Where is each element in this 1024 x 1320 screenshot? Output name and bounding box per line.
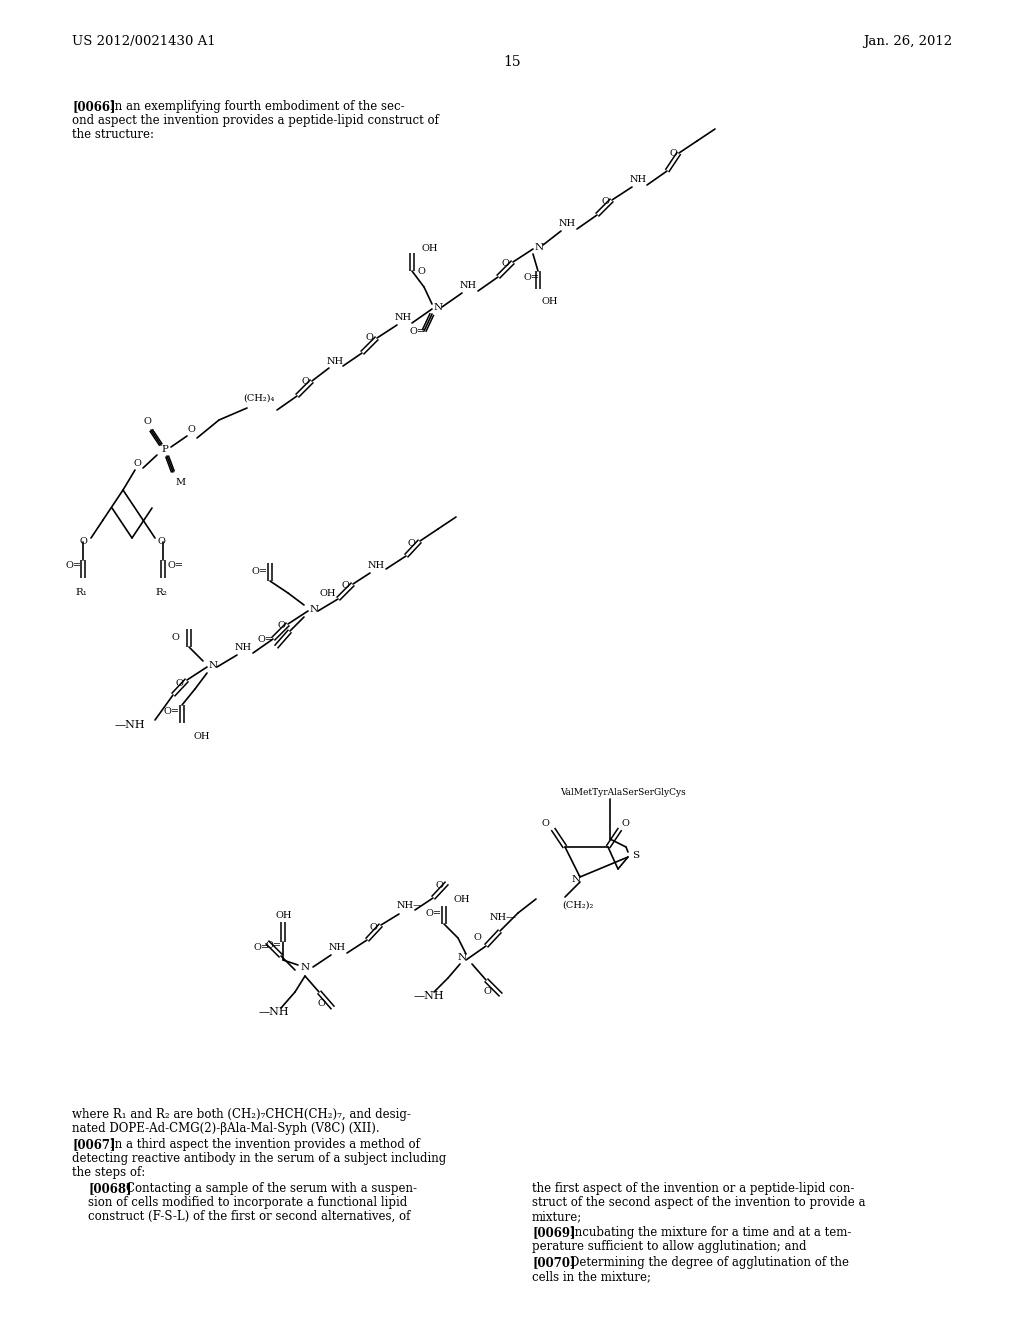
Text: struct of the second aspect of the invention to provide a: struct of the second aspect of the inven… (532, 1196, 865, 1209)
Text: NH—: NH— (397, 902, 424, 911)
Text: In an exemplifying fourth embodiment of the sec-: In an exemplifying fourth embodiment of … (110, 100, 404, 114)
Text: N: N (434, 302, 443, 312)
Text: OH: OH (541, 297, 557, 306)
Text: NH: NH (327, 356, 344, 366)
Text: O: O (133, 459, 141, 469)
Text: O: O (541, 818, 549, 828)
Text: O: O (187, 425, 195, 434)
Text: N: N (535, 243, 544, 252)
Text: O: O (317, 999, 325, 1008)
Text: [0068]: [0068] (88, 1181, 131, 1195)
Text: [0067]: [0067] (72, 1138, 116, 1151)
Text: OH: OH (422, 244, 438, 253)
Text: OH: OH (454, 895, 470, 904)
Text: M: M (175, 478, 185, 487)
Text: N: N (301, 964, 310, 973)
Text: NH: NH (395, 314, 412, 322)
Text: ValMetTyrAlaSerSerGlyCys: ValMetTyrAlaSerSerGlyCys (560, 788, 686, 797)
Text: the structure:: the structure: (72, 128, 154, 141)
Text: O=: O= (258, 635, 274, 644)
Text: O: O (175, 680, 183, 689)
Text: O: O (366, 334, 374, 342)
Text: NH: NH (234, 644, 252, 652)
Text: In a third aspect the invention provides a method of: In a third aspect the invention provides… (110, 1138, 420, 1151)
Text: O=: O= (65, 561, 81, 570)
Text: O: O (622, 818, 630, 828)
Text: P: P (162, 446, 168, 454)
Text: O: O (278, 620, 285, 630)
Text: NH: NH (460, 281, 477, 290)
Text: O: O (435, 880, 442, 890)
Text: NH—: NH— (489, 913, 516, 923)
Text: OH: OH (193, 733, 210, 741)
Text: O: O (369, 923, 377, 932)
Text: O=: O= (410, 326, 426, 335)
Text: (CH₂)₂: (CH₂)₂ (562, 902, 593, 909)
Text: NH: NH (630, 176, 647, 185)
Text: O: O (143, 417, 151, 426)
Text: [0070]: [0070] (532, 1257, 575, 1269)
Text: O=: O= (523, 272, 539, 281)
Text: R₁: R₁ (75, 587, 87, 597)
Text: O: O (601, 197, 609, 206)
Text: O: O (484, 987, 492, 997)
Text: O=: O= (253, 944, 269, 953)
Text: US 2012/0021430 A1: US 2012/0021430 A1 (72, 36, 216, 49)
Text: —NH: —NH (115, 719, 145, 730)
Text: mixture;: mixture; (532, 1210, 583, 1224)
Text: Incubating the mixture for a time and at a tem-: Incubating the mixture for a time and at… (570, 1226, 851, 1239)
Text: O: O (301, 376, 309, 385)
Text: sion of cells modified to incorporate a functional lipid: sion of cells modified to incorporate a … (88, 1196, 408, 1209)
Text: where R₁ and R₂ are both (CH₂)₇CHCH(CH₂)₇, and desig-: where R₁ and R₂ are both (CH₂)₇CHCH(CH₂)… (72, 1107, 411, 1121)
Text: [0069]: [0069] (532, 1226, 575, 1239)
Text: OH: OH (275, 911, 292, 920)
Text: ond aspect the invention provides a peptide-lipid construct of: ond aspect the invention provides a pept… (72, 114, 439, 127)
Text: the first aspect of the invention or a peptide-lipid con-: the first aspect of the invention or a p… (532, 1181, 854, 1195)
Text: R₂: R₂ (155, 587, 167, 597)
Text: the steps of:: the steps of: (72, 1166, 145, 1179)
Text: Determining the degree of agglutination of the: Determining the degree of agglutination … (570, 1257, 849, 1269)
Text: 15: 15 (503, 55, 521, 69)
Text: cells in the mixture;: cells in the mixture; (532, 1270, 651, 1283)
Text: OH: OH (319, 589, 337, 598)
Text: O=: O= (167, 561, 183, 570)
Text: O=: O= (252, 566, 268, 576)
Text: construct (F-S-L) of the first or second alternatives, of: construct (F-S-L) of the first or second… (88, 1210, 411, 1224)
Text: nated DOPE-Ad-CMG(2)-βAla-Mal-Syph (V8C) (XII).: nated DOPE-Ad-CMG(2)-βAla-Mal-Syph (V8C)… (72, 1122, 380, 1135)
Text: N: N (458, 953, 467, 962)
Text: N: N (310, 605, 319, 614)
Text: O: O (669, 149, 677, 157)
Text: O: O (172, 632, 180, 642)
Text: NH: NH (329, 944, 346, 953)
Text: [0066]: [0066] (72, 100, 116, 114)
Text: —NH: —NH (259, 1007, 290, 1016)
Text: O=: O= (163, 706, 179, 715)
Text: N: N (572, 874, 582, 883)
Text: perature sufficient to allow agglutination; and: perature sufficient to allow agglutinati… (532, 1239, 807, 1253)
Text: NH: NH (368, 561, 385, 569)
Text: Jan. 26, 2012: Jan. 26, 2012 (863, 36, 952, 49)
Text: S: S (632, 850, 639, 859)
Text: O: O (408, 539, 416, 548)
Text: O: O (502, 259, 510, 268)
Text: Contacting a sample of the serum with a suspen-: Contacting a sample of the serum with a … (126, 1181, 417, 1195)
Text: (CH₂)₄: (CH₂)₄ (243, 393, 274, 403)
Text: O: O (157, 537, 165, 546)
Text: detecting reactive antibody in the serum of a subject including: detecting reactive antibody in the serum… (72, 1152, 446, 1166)
Text: N: N (209, 660, 218, 669)
Text: O=: O= (426, 909, 442, 919)
Text: O: O (80, 537, 88, 546)
Text: NH: NH (559, 219, 577, 228)
Text: —NH: —NH (414, 991, 444, 1001)
Text: O=: O= (265, 940, 281, 949)
Text: O: O (474, 932, 482, 941)
Text: O: O (418, 267, 426, 276)
Text: O: O (341, 582, 349, 590)
